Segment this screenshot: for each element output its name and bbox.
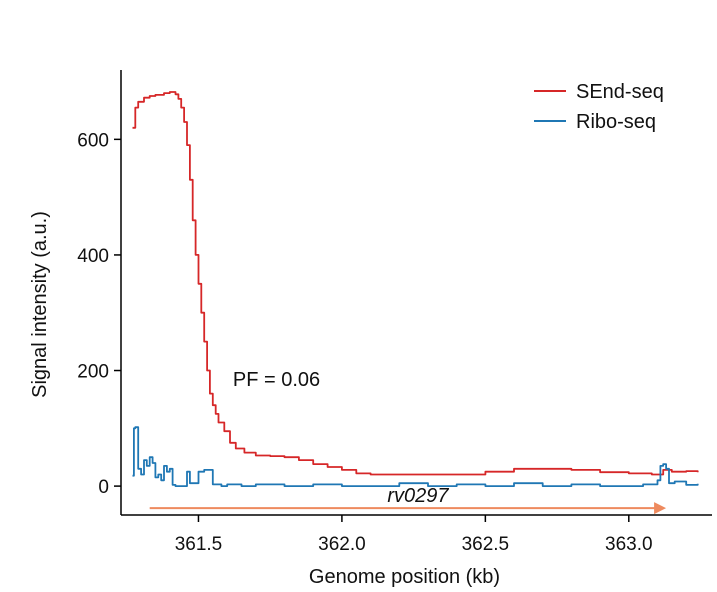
legend: SEnd-seq Ribo-seq	[534, 81, 664, 133]
series-line-send-seq	[132, 91, 699, 476]
series-layer	[132, 91, 699, 487]
y-ticks: 0 200 400 600	[77, 130, 121, 498]
y-tick-label: 600	[77, 130, 109, 151]
x-tick-label: 362.0	[318, 534, 366, 555]
x-tick-label: 362.5	[462, 534, 510, 555]
y-tick-label: 200	[77, 362, 109, 383]
gene-label: rv0297	[387, 485, 449, 507]
x-tick-label: 363.0	[605, 534, 653, 555]
series-line-ribo-seq	[132, 426, 699, 487]
gene-layer: rv0297	[149, 485, 667, 515]
legend-label: Ribo-seq	[576, 111, 656, 133]
y-tick-label: 400	[77, 246, 109, 267]
x-tick-label: 361.5	[175, 534, 223, 555]
axes	[120, 70, 712, 516]
pf-annotation: PF = 0.06	[233, 369, 320, 391]
x-axis-title: Genome position (kb)	[309, 566, 500, 588]
legend-label: SEnd-seq	[576, 81, 664, 103]
y-tick-label: 0	[98, 477, 109, 498]
y-axis-title: Signal intensity (a.u.)	[29, 211, 51, 398]
gene-arrow-head	[654, 502, 667, 515]
x-ticks: 361.5 362.0 362.5 363.0	[175, 515, 653, 555]
